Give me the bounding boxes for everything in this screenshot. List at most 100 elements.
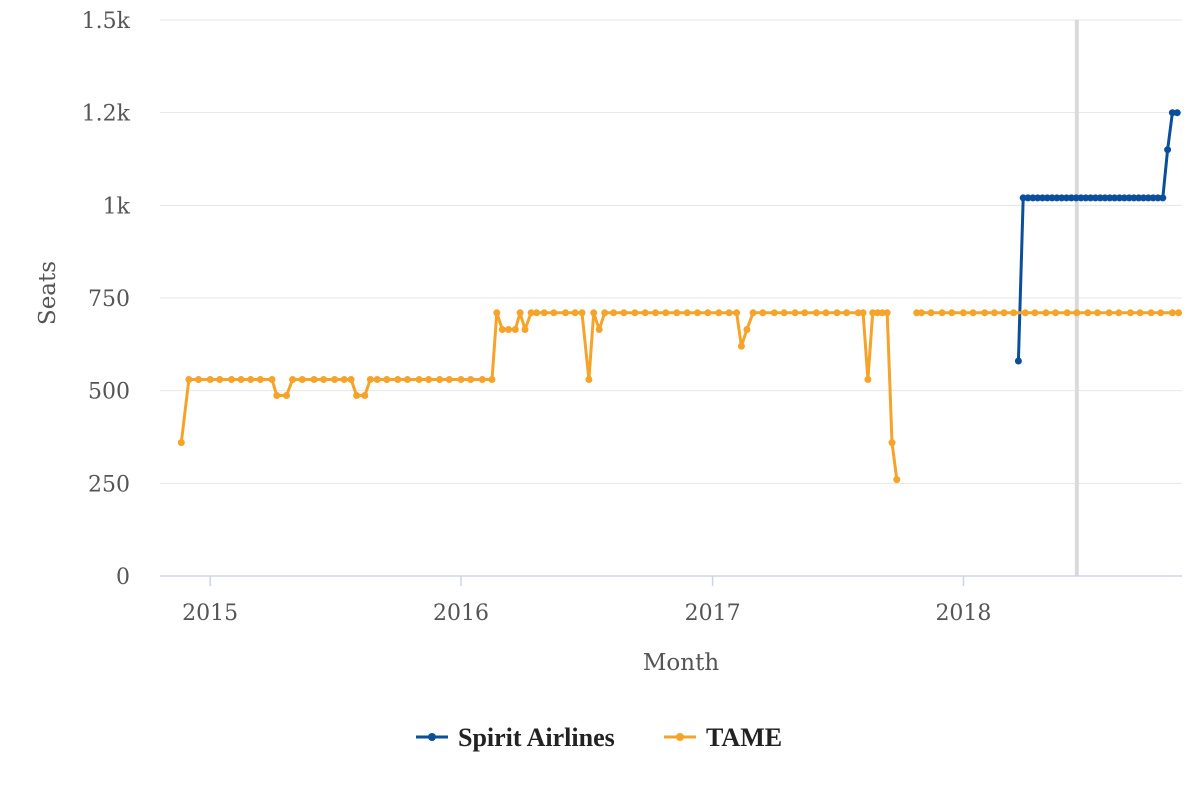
- data-point-tame[interactable]: [893, 476, 901, 484]
- data-point-spirit-airlines[interactable]: [1168, 109, 1176, 117]
- data-point-tame[interactable]: [527, 309, 535, 317]
- data-point-tame[interactable]: [216, 376, 224, 383]
- data-point-tame[interactable]: [1105, 309, 1113, 317]
- data-point-tame[interactable]: [1063, 309, 1071, 317]
- data-point-spirit-airlines[interactable]: [1096, 194, 1104, 202]
- data-point-tame[interactable]: [918, 309, 925, 317]
- data-point-tame[interactable]: [505, 326, 512, 333]
- data-point-tame[interactable]: [620, 309, 628, 317]
- data-point-tame[interactable]: [725, 309, 733, 317]
- data-point-tame[interactable]: [415, 376, 423, 383]
- data-point-tame[interactable]: [256, 376, 264, 383]
- data-point-spirit-airlines[interactable]: [1024, 194, 1032, 202]
- data-point-tame[interactable]: [425, 376, 433, 383]
- data-point-tame[interactable]: [927, 309, 935, 317]
- data-point-tame[interactable]: [1127, 309, 1134, 317]
- data-point-tame[interactable]: [1010, 309, 1018, 317]
- data-point-spirit-airlines[interactable]: [1154, 194, 1162, 202]
- data-point-tame[interactable]: [822, 309, 830, 317]
- data-point-tame[interactable]: [403, 376, 411, 383]
- data-point-tame[interactable]: [749, 309, 757, 317]
- data-point-tame[interactable]: [990, 309, 998, 317]
- data-point-spirit-airlines[interactable]: [1101, 194, 1109, 202]
- data-point-spirit-airlines[interactable]: [1173, 109, 1181, 117]
- data-point-tame[interactable]: [383, 376, 391, 383]
- data-point-spirit-airlines[interactable]: [1053, 194, 1061, 202]
- data-point-tame[interactable]: [533, 309, 541, 317]
- data-point-spirit-airlines[interactable]: [1082, 194, 1090, 202]
- data-point-tame[interactable]: [445, 376, 453, 383]
- data-point-spirit-airlines[interactable]: [1149, 194, 1157, 202]
- data-point-tame[interactable]: [394, 376, 402, 383]
- data-point-tame[interactable]: [467, 376, 475, 383]
- legend-item-spirit-airlines[interactable]: Spirit Airlines: [416, 723, 615, 752]
- data-point-tame[interactable]: [585, 376, 593, 383]
- data-point-tame[interactable]: [843, 309, 851, 317]
- data-point-spirit-airlines[interactable]: [1116, 194, 1123, 202]
- data-point-tame[interactable]: [864, 376, 872, 383]
- data-point-tame[interactable]: [1157, 309, 1165, 317]
- data-point-tame[interactable]: [1042, 309, 1050, 317]
- data-point-tame[interactable]: [631, 309, 639, 317]
- data-point-tame[interactable]: [743, 326, 751, 333]
- data-point-tame[interactable]: [273, 392, 281, 399]
- data-point-tame[interactable]: [595, 326, 603, 333]
- data-point-spirit-airlines[interactable]: [1125, 194, 1133, 202]
- data-point-tame[interactable]: [1175, 309, 1183, 317]
- data-point-tame[interactable]: [854, 309, 862, 317]
- data-point-tame[interactable]: [195, 376, 202, 383]
- data-point-tame[interactable]: [177, 439, 185, 447]
- data-point-spirit-airlines[interactable]: [1159, 194, 1167, 202]
- data-point-tame[interactable]: [869, 309, 877, 317]
- data-point-tame[interactable]: [1021, 309, 1029, 317]
- data-point-tame[interactable]: [913, 309, 921, 317]
- data-point-tame[interactable]: [694, 309, 701, 317]
- data-point-tame[interactable]: [759, 309, 767, 317]
- data-point-tame[interactable]: [283, 392, 290, 399]
- data-point-tame[interactable]: [289, 376, 297, 383]
- data-point-tame[interactable]: [859, 309, 867, 317]
- data-point-tame[interactable]: [562, 309, 569, 317]
- data-point-spirit-airlines[interactable]: [1130, 194, 1138, 202]
- data-point-tame[interactable]: [981, 309, 989, 317]
- data-point-tame[interactable]: [704, 309, 712, 317]
- data-point-tame[interactable]: [601, 309, 609, 317]
- data-point-tame[interactable]: [578, 309, 586, 317]
- data-point-tame[interactable]: [673, 309, 681, 317]
- data-point-tame[interactable]: [791, 309, 799, 317]
- data-point-tame[interactable]: [1168, 309, 1176, 317]
- data-point-tame[interactable]: [780, 309, 788, 317]
- data-point-tame[interactable]: [878, 309, 886, 317]
- data-point-tame[interactable]: [340, 376, 348, 383]
- data-point-spirit-airlines[interactable]: [1091, 194, 1099, 202]
- data-point-tame[interactable]: [590, 309, 598, 317]
- data-point-tame[interactable]: [662, 309, 670, 317]
- data-point-tame[interactable]: [373, 376, 381, 383]
- data-point-tame[interactable]: [652, 309, 659, 317]
- data-point-tame[interactable]: [206, 376, 214, 383]
- data-point-tame[interactable]: [874, 309, 881, 317]
- data-point-spirit-airlines[interactable]: [1029, 194, 1037, 202]
- data-point-tame[interactable]: [641, 309, 649, 317]
- data-point-tame[interactable]: [478, 376, 486, 383]
- legend-item-tame[interactable]: TAME: [664, 723, 782, 752]
- data-point-tame[interactable]: [540, 309, 548, 317]
- data-point-spirit-airlines[interactable]: [1164, 146, 1172, 154]
- data-point-spirit-airlines[interactable]: [1043, 194, 1051, 202]
- data-point-tame[interactable]: [1052, 309, 1059, 317]
- data-point-tame[interactable]: [1073, 309, 1081, 317]
- data-point-spirit-airlines[interactable]: [1120, 194, 1128, 202]
- data-point-tame[interactable]: [331, 376, 339, 383]
- data-point-tame[interactable]: [237, 376, 245, 383]
- data-point-spirit-airlines[interactable]: [1067, 194, 1075, 202]
- data-point-tame[interactable]: [683, 309, 691, 317]
- data-point-tame[interactable]: [715, 309, 723, 317]
- data-point-tame[interactable]: [493, 309, 501, 317]
- data-point-tame[interactable]: [268, 376, 276, 383]
- data-point-spirit-airlines[interactable]: [1058, 194, 1066, 202]
- data-point-tame[interactable]: [948, 309, 956, 317]
- data-point-tame[interactable]: [770, 309, 778, 317]
- data-point-tame[interactable]: [571, 309, 579, 317]
- data-point-tame[interactable]: [511, 326, 519, 333]
- data-point-tame[interactable]: [737, 342, 745, 350]
